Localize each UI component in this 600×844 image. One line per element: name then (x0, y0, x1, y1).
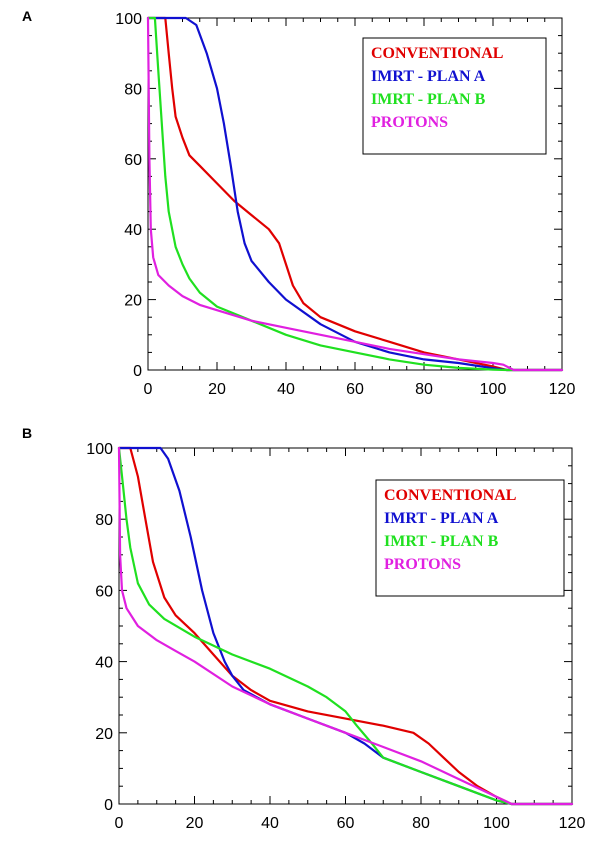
y-tick-label: 20 (95, 726, 113, 743)
chart-panel-b: B 0 20 40 60 80 100 120 0 20 40 60 80 100 CONVENTIONA… (22, 425, 585, 832)
series-line-imrt-plan-b (117, 446, 574, 806)
x-tick-label: 100 (480, 381, 507, 398)
x-tick-label: 80 (415, 381, 433, 398)
y-tick-label: 40 (95, 655, 113, 672)
x-tick-label: 80 (412, 815, 430, 832)
series-line-imrt-plan-a (146, 16, 564, 372)
y-tick-label: 100 (115, 11, 142, 28)
legend-entry: PROTONS (371, 114, 448, 131)
y-tick-label: 100 (86, 441, 113, 458)
y-tick-label: 40 (124, 222, 142, 239)
x-tick-label: 120 (559, 815, 586, 832)
chart-panel-a: A 0 20 40 60 80 100 120 0 20 40 60 80 100 CONVENTIONA… (22, 8, 575, 398)
legend-entry: PROTONS (384, 556, 461, 573)
legend-entry: CONVENTIONAL (384, 487, 516, 504)
x-tick-label: 40 (277, 381, 295, 398)
series-line-conventional (146, 16, 564, 372)
x-tick-label: 20 (208, 381, 226, 398)
series-line-conventional (117, 446, 574, 806)
y-tick-label: 60 (95, 583, 113, 600)
x-tick-label: 40 (261, 815, 279, 832)
panel-label-b: B (22, 425, 32, 441)
y-tick-label: 80 (95, 512, 113, 529)
legend-entry: IMRT - PLAN B (371, 91, 486, 108)
y-tick-label: 0 (104, 797, 113, 814)
y-tick-label: 60 (124, 152, 142, 169)
y-tick-label: 80 (124, 81, 142, 98)
x-tick-label: 0 (115, 815, 124, 832)
legend-box (362, 37, 547, 155)
x-tick-label: 100 (483, 815, 510, 832)
y-tick-label: 20 (124, 293, 142, 310)
series-line-protons (146, 16, 564, 372)
legend-entry: CONVENTIONAL (371, 45, 503, 62)
x-tick-label: 60 (337, 815, 355, 832)
x-tick-label: 120 (549, 381, 576, 398)
legend-box (375, 479, 565, 597)
legend-entry: IMRT - PLAN A (384, 510, 499, 527)
panel-label-a: A (22, 8, 32, 24)
x-tick-label: 60 (346, 381, 364, 398)
x-tick-label: 0 (144, 381, 153, 398)
y-tick-label: 0 (133, 363, 142, 380)
x-tick-label: 20 (186, 815, 204, 832)
legend-entry: IMRT - PLAN A (371, 68, 486, 85)
series-line-imrt-plan-b (146, 16, 564, 372)
series-line-protons (117, 446, 574, 806)
legend-entry: IMRT - PLAN B (384, 533, 499, 550)
